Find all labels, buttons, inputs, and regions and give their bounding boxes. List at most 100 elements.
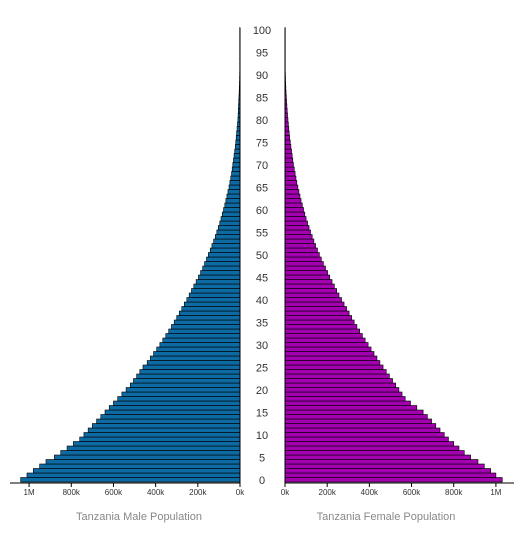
male-bar: [168, 328, 241, 334]
male-bar: [209, 247, 241, 253]
male-x-tick-label: 400k: [147, 488, 165, 497]
male-bar: [79, 436, 241, 442]
female-bar: [284, 337, 366, 343]
female-bar: [284, 126, 290, 132]
female-bar: [284, 324, 358, 330]
female-bar: [284, 319, 355, 325]
male-bar: [121, 391, 241, 397]
female-bar: [284, 261, 324, 267]
female-bar: [284, 436, 449, 442]
male-bar: [223, 207, 241, 213]
female-bar: [284, 400, 411, 406]
male-bar: [100, 414, 241, 420]
age-tick-label: 80: [256, 115, 268, 127]
age-tick-label: 50: [256, 250, 268, 262]
female-bar: [284, 157, 294, 163]
female-bar: [284, 477, 503, 483]
female-bar: [284, 418, 432, 424]
male-bar: [54, 454, 241, 460]
male-bar: [156, 346, 241, 352]
male-bar: [235, 144, 241, 150]
male-bar: [184, 301, 241, 307]
male-bar: [33, 468, 241, 474]
age-tick-label: 90: [256, 70, 268, 82]
female-bar: [284, 283, 335, 289]
male-x-tick-label: 1M: [24, 488, 35, 497]
male-bar: [231, 171, 241, 177]
female-bar: [284, 175, 297, 181]
female-bar: [284, 288, 337, 294]
age-tick-label: 30: [256, 340, 268, 352]
female-bar: [284, 171, 296, 177]
female-bar: [284, 270, 328, 276]
age-tick-label: 60: [256, 205, 268, 217]
female-bar: [284, 252, 320, 258]
female-bar: [284, 346, 372, 352]
female-bar: [284, 373, 390, 379]
female-x-tick-label: 800k: [445, 488, 463, 497]
male-bar: [186, 297, 241, 303]
female-bar: [284, 121, 289, 127]
female-bar: [284, 463, 485, 469]
male-bar: [204, 261, 241, 267]
female-bar: [284, 310, 350, 316]
female-bar: [284, 360, 381, 366]
female-bar: [284, 265, 326, 271]
age-tick-label: 40: [256, 295, 268, 307]
female-bar: [284, 256, 322, 262]
female-bar: [284, 387, 400, 393]
male-bar: [39, 463, 241, 469]
age-tick-label: 75: [256, 137, 268, 149]
female-bar: [284, 441, 455, 447]
male-bar: [165, 333, 241, 339]
female-bar: [284, 274, 331, 280]
male-bar: [217, 225, 241, 231]
age-tick-label: 10: [256, 430, 268, 442]
male-bar: [133, 378, 241, 384]
age-tick-label: 70: [256, 160, 268, 172]
female-bar: [284, 135, 290, 141]
female-bar: [284, 351, 375, 357]
female-bar: [284, 297, 342, 303]
age-tick-label: 15: [256, 407, 268, 419]
male-bar: [66, 445, 241, 451]
male-bar: [125, 387, 241, 393]
female-bar: [284, 445, 460, 451]
male-bar: [231, 166, 241, 172]
female-bar: [284, 180, 298, 186]
male-bar: [233, 157, 241, 163]
male-bar: [142, 364, 241, 370]
male-bar: [45, 459, 241, 465]
male-bar: [136, 373, 241, 379]
female-bar: [284, 148, 292, 154]
female-bar: [284, 220, 308, 226]
male-bar: [193, 283, 241, 289]
female-bar: [284, 432, 445, 438]
female-bar: [284, 414, 428, 420]
age-tick-label: 0: [259, 475, 265, 487]
female-bar: [284, 207, 304, 213]
female-bar: [284, 468, 491, 474]
female-bar: [284, 238, 315, 244]
male-bar: [159, 342, 241, 348]
male-bar: [139, 369, 241, 375]
female-x-tick-label: 400k: [361, 488, 379, 497]
male-bar: [181, 306, 241, 312]
female-bar: [284, 243, 316, 249]
male-x-tick-label: 800k: [63, 488, 81, 497]
male-bar: [92, 423, 241, 429]
female-bar: [284, 198, 302, 204]
age-tick-label: 100: [253, 25, 271, 37]
male-bar: [150, 355, 241, 361]
female-bar: [284, 315, 352, 321]
male-bar: [178, 310, 241, 316]
male-bar: [202, 265, 241, 271]
female-bar: [284, 369, 387, 375]
female-bar: [284, 450, 465, 456]
male-x-tick-label: 600k: [105, 488, 123, 497]
female-bar: [284, 193, 301, 199]
male-bar: [215, 234, 241, 240]
age-tick-label: 95: [256, 47, 268, 59]
male-bar: [162, 337, 241, 343]
